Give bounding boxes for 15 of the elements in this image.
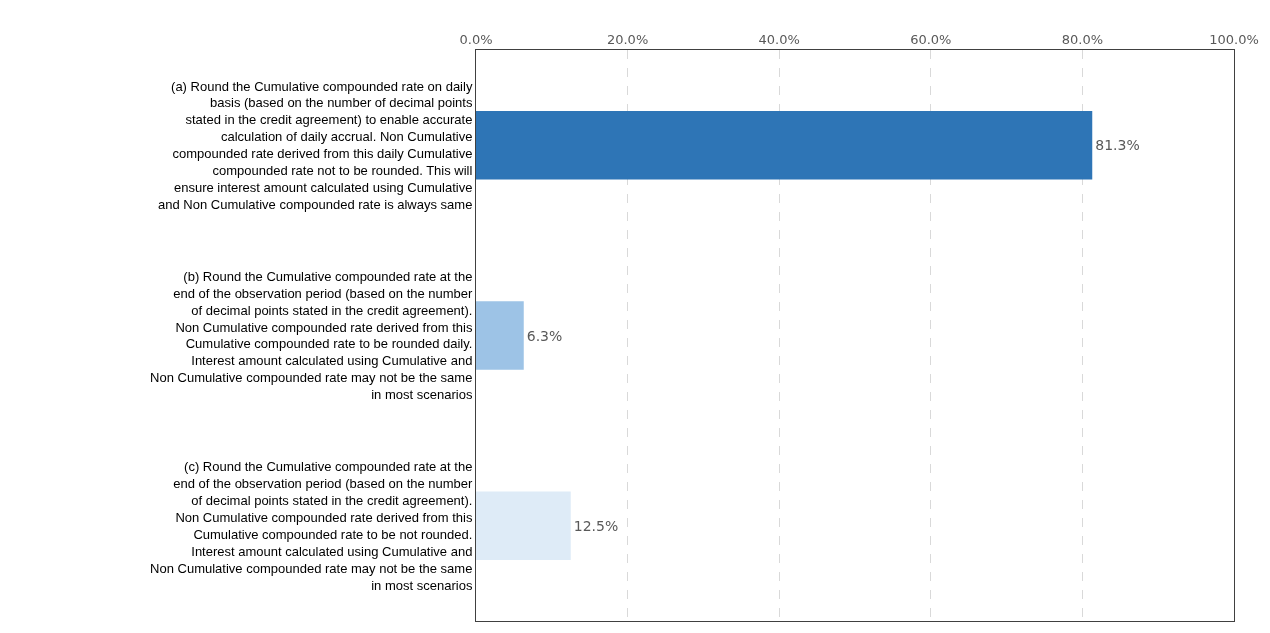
bar (476, 491, 571, 561)
y-tick-label: (c) Round the Cumulative compounded rate at the end of the observation period (based on the number of decimal points stated in the credit agreement). Non Cumulative compounded rate derived from this Cumulative compounded rate to be not rounded. Interest amount calculated using Cumulative and Non Cumulative compounded rate may not be the same in most scenarios (150, 459, 474, 593)
bar (476, 301, 524, 370)
y-tick-label: (b) Round the Cumulative compounded rate at the end of the observation period (based on the number of decimal points stated in the credit agreement). Non Cumulative compounded rate derived from this Cumulative compounded rate to be rounded daily. Interest amount calculated using Cumulative and Non Cumulative compounded rate may not be the same in most scenarios (150, 268, 474, 403)
x-tick-label: 80.0% (1061, 31, 1104, 47)
data-label: 6.3% (526, 327, 563, 344)
x-tick-label: 20.0% (606, 31, 649, 47)
data-label: 81.3% (1095, 137, 1140, 154)
x-tick-label: 100.0% (1209, 31, 1259, 47)
x-tick-label: 0.0% (459, 31, 493, 47)
bar (476, 110, 1093, 180)
data-label: 12.5% (573, 517, 619, 534)
x-tick-label: 60.0% (910, 31, 952, 47)
y-tick-label: (a) Round the Cumulative compounded rate on daily basis (based on the number of decimal points stated in the credit agreement) to enable accurate calculation of daily accrual. Non Cumulative compounded rate derived from this daily Cumulative compounded rate not to be rounded. This will ensure interest amount calculated using Cumulative and Non Cumulative compounded rate is always same (158, 78, 473, 212)
x-tick-label: 40.0% (758, 31, 800, 47)
